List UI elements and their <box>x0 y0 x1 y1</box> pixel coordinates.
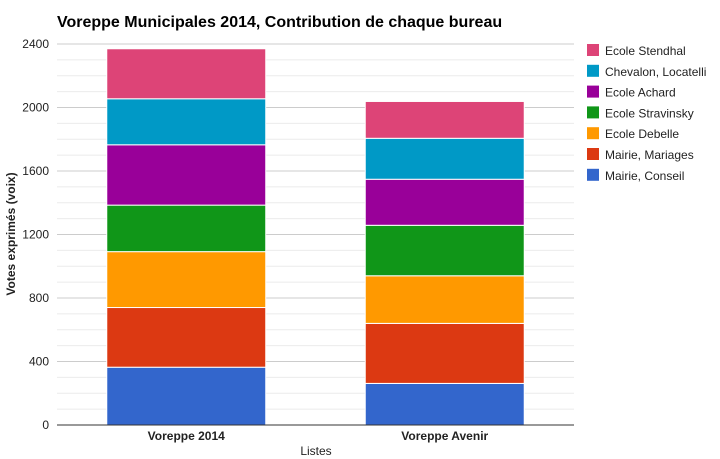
bar-segment[interactable] <box>106 307 267 368</box>
legend-swatch <box>587 168 599 181</box>
legend-label: Ecole Stravinsky <box>605 106 694 120</box>
bars <box>106 48 525 426</box>
legend-swatch <box>587 106 599 119</box>
legend-swatch <box>587 85 599 98</box>
bar-segment[interactable] <box>106 48 267 100</box>
y-axis-title: Votes exprimés (voix) <box>4 172 18 295</box>
bar-segment[interactable] <box>364 275 525 324</box>
x-category-label: Voreppe 2014 <box>148 429 225 443</box>
x-axis-categories: Voreppe 2014 Voreppe Avenir <box>148 429 489 443</box>
legend-label: Mairie, Conseil <box>605 169 684 183</box>
x-category-label: Voreppe Avenir <box>401 429 488 443</box>
bar-segment[interactable] <box>106 366 267 426</box>
bar-segment[interactable] <box>364 178 525 226</box>
legend-swatch <box>587 64 599 77</box>
bar-segment[interactable] <box>106 144 267 206</box>
legend-swatch <box>587 127 599 140</box>
bar-segment[interactable] <box>106 98 267 146</box>
bar-segment[interactable] <box>364 382 525 426</box>
bar-segment[interactable] <box>364 224 525 277</box>
y-tick-label: 1200 <box>22 228 49 242</box>
y-tick-label: 400 <box>29 355 49 369</box>
legend-label: Ecole Stendhal <box>605 44 686 58</box>
x-axis-title: Listes <box>300 444 331 458</box>
bar-segment[interactable] <box>364 322 525 384</box>
y-tick-label: 2000 <box>22 101 49 115</box>
y-axis-ticks: 0 400 800 1200 1600 2000 2400 <box>22 37 49 432</box>
y-tick-label: 1600 <box>22 164 49 178</box>
bar-segment[interactable] <box>106 204 267 253</box>
y-tick-label: 2400 <box>22 37 49 51</box>
legend-swatch <box>587 44 599 56</box>
legend[interactable]: Ecole Stendhal Chevalon, Locatelli Ecole A… <box>587 44 706 183</box>
legend-label: Chevalon, Locatelli <box>605 65 706 79</box>
legend-swatch <box>587 148 599 160</box>
chart-title: Voreppe Municipales 2014, Contribution d… <box>57 14 502 31</box>
y-tick-label: 800 <box>29 291 49 305</box>
bar-segment[interactable] <box>106 251 267 309</box>
legend-label: Ecole Debelle <box>605 127 679 141</box>
legend-label: Mairie, Mariages <box>605 148 694 162</box>
bar-segment[interactable] <box>364 100 525 139</box>
y-tick-label: 0 <box>42 418 49 432</box>
bar-segment[interactable] <box>364 137 525 180</box>
legend-label: Ecole Achard <box>605 86 676 100</box>
